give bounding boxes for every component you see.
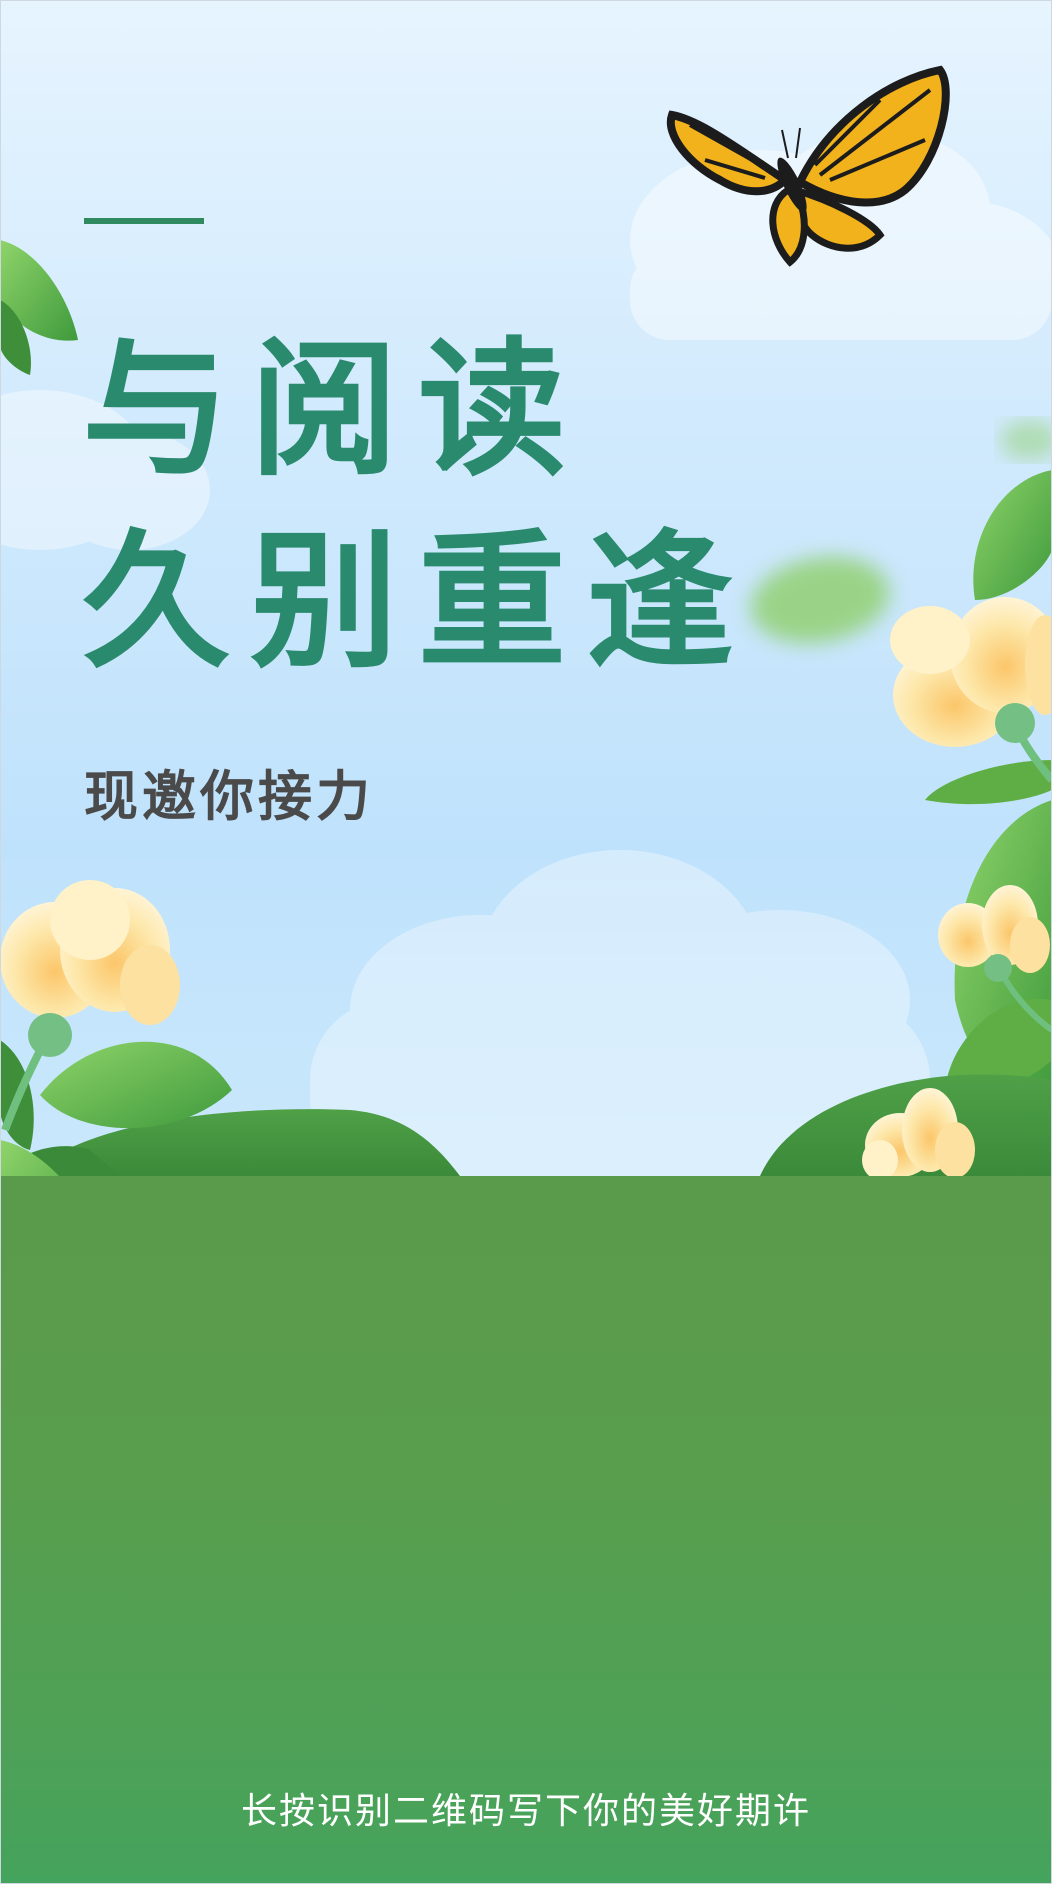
flower-icon bbox=[0, 880, 180, 1132]
butterfly-icon bbox=[666, 65, 950, 267]
flower-icon bbox=[862, 1088, 975, 1180]
headline-line-2: 久别重逢 bbox=[82, 516, 754, 688]
headline-line-1: 与阅读 bbox=[82, 324, 586, 496]
qr-instruction-caption: 长按识别二维码写下你的美好期许 bbox=[240, 1791, 811, 1832]
cloud-icon bbox=[310, 850, 930, 1180]
leaf-icon bbox=[1000, 420, 1052, 460]
accent-divider bbox=[84, 218, 204, 224]
cloud-icon bbox=[0, 390, 210, 550]
leaf-icon bbox=[0, 240, 78, 375]
ground-panel bbox=[0, 1176, 1052, 1884]
flower-icon bbox=[938, 885, 1052, 1033]
leaf-icon bbox=[750, 556, 890, 644]
flower-icon bbox=[890, 597, 1052, 783]
invitation-subtitle: 现邀你接力 bbox=[84, 765, 374, 828]
